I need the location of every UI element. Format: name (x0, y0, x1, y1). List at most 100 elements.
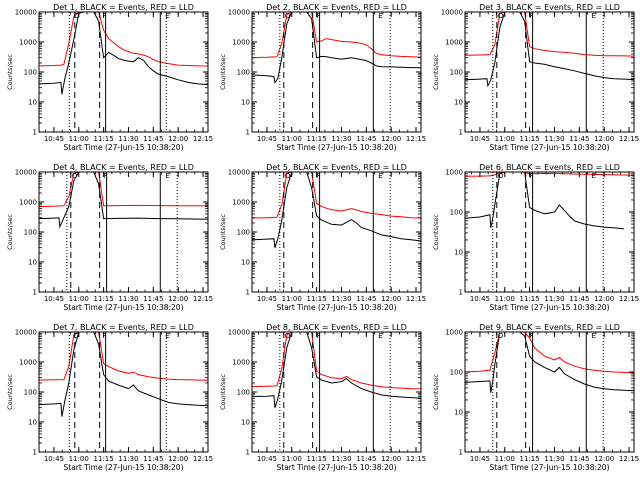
panel-title: Det 1, BLACK = Events, RED = LLD (53, 3, 194, 12)
y-tick-label: 10 (241, 259, 250, 267)
y-tick-label: 1000 (445, 39, 463, 47)
event-marker-label: O (498, 12, 504, 20)
event-marker-label: F (530, 12, 534, 20)
panel-title: Det 4, BLACK = Events, RED = LLD (53, 163, 194, 172)
x-tick-label: 11:00 (282, 135, 302, 143)
y-tick-label: 10 (454, 249, 463, 257)
y-tick-label: 1 (459, 449, 463, 457)
event-marker-label: E (165, 172, 169, 180)
event-marker-label: O (72, 172, 78, 180)
x-tick-label: 11:00 (495, 295, 515, 303)
event-marker-label: F (103, 332, 107, 340)
events-series-line (39, 172, 208, 229)
x-axis-label: Start Time (27-Jun-15 10:38:20) (490, 143, 610, 152)
plot-frame (464, 331, 635, 453)
event-marker-label: O (285, 332, 291, 340)
event-marker-label: O (74, 332, 80, 340)
event-marker-label: E (591, 332, 595, 340)
x-tick-label: 11:00 (69, 135, 89, 143)
y-tick-label: 1000 (19, 359, 37, 367)
x-tick-label: 12:15 (406, 455, 426, 463)
x-tick-label: 12:15 (406, 295, 426, 303)
x-tick-label: 11:30 (331, 135, 351, 143)
event-marker-label: F (104, 172, 108, 180)
plot-frame (464, 171, 635, 293)
event-marker-label: O (285, 12, 291, 20)
y-tick-label: 100 (450, 69, 463, 77)
x-axis-label: Start Time (27-Jun-15 10:38:20) (277, 463, 397, 472)
x-tick-label: 12:00 (381, 135, 401, 143)
y-tick-label: 10000 (228, 9, 250, 17)
x-tick-label: 12:15 (619, 295, 639, 303)
event-marker-label: E (378, 12, 382, 20)
panel-title: Det 7, BLACK = Events, RED = LLD (53, 323, 194, 332)
y-tick-label: 1 (246, 289, 250, 297)
x-tick-label: 11:15 (307, 295, 327, 303)
x-tick-label: 11:45 (356, 135, 376, 143)
x-tick-label: 12:15 (406, 135, 426, 143)
events-series-line (252, 12, 421, 84)
y-axis-label: Counts/sec (6, 54, 14, 90)
event-marker-label: F (530, 332, 534, 340)
events-series-line (465, 172, 625, 230)
x-tick-label: 12:15 (193, 135, 213, 143)
x-tick-label: 12:00 (381, 295, 401, 303)
y-tick-label: 1000 (445, 169, 463, 177)
y-tick-label: 10 (28, 419, 37, 427)
x-tick-label: 11:30 (544, 455, 564, 463)
event-marker-label: O (498, 172, 504, 180)
y-tick-label: 1 (33, 449, 37, 457)
y-tick-label: 10 (454, 99, 463, 107)
y-tick-label: 100 (24, 389, 37, 397)
y-tick-label: 100 (237, 389, 250, 397)
y-tick-label: 10 (241, 419, 250, 427)
y-tick-label: 10000 (441, 9, 463, 17)
y-tick-label: 10 (241, 99, 250, 107)
x-tick-label: 11:30 (118, 135, 138, 143)
y-tick-label: 1 (33, 289, 37, 297)
y-axis-label: Counts/sec (6, 214, 14, 250)
x-tick-label: 12:15 (619, 455, 639, 463)
x-tick-label: 12:00 (594, 455, 614, 463)
y-axis-label: Counts/sec (432, 54, 440, 90)
lld-series-line (39, 12, 208, 67)
event-marker-label: E (165, 12, 169, 20)
event-marker-label: O (74, 12, 80, 20)
event-marker-label: F (317, 172, 321, 180)
event-marker-label: F (103, 12, 107, 20)
x-tick-label: 10:45 (257, 135, 277, 143)
y-tick-label: 1 (459, 289, 463, 297)
event-marker-label: E (165, 332, 169, 340)
x-tick-label: 11:15 (307, 455, 327, 463)
y-tick-label: 1 (246, 129, 250, 137)
panel-title: Det 2, BLACK = Events, RED = LLD (266, 3, 407, 12)
panel-title: Det 6, BLACK = Events, RED = LLD (479, 163, 620, 172)
x-tick-label: 11:45 (356, 295, 376, 303)
x-axis-label: Start Time (27-Jun-15 10:38:20) (490, 463, 610, 472)
y-tick-label: 100 (24, 69, 37, 77)
x-tick-label: 11:30 (118, 455, 138, 463)
y-axis-label: Counts/sec (219, 374, 227, 410)
x-axis-label: Start Time (27-Jun-15 10:38:20) (64, 143, 184, 152)
y-tick-label: 1000 (19, 39, 37, 47)
event-marker-label: F (317, 12, 321, 20)
y-tick-label: 100 (237, 229, 250, 237)
x-tick-label: 10:45 (44, 135, 64, 143)
x-tick-label: 11:45 (143, 455, 163, 463)
lld-series-line (252, 12, 421, 59)
x-axis-label: Start Time (27-Jun-15 10:38:20) (64, 463, 184, 472)
y-tick-label: 10000 (15, 329, 37, 337)
y-tick-label: 100 (450, 369, 463, 377)
x-tick-label: 12:00 (594, 295, 614, 303)
y-tick-label: 10000 (228, 329, 250, 337)
x-tick-label: 12:00 (168, 455, 188, 463)
y-tick-label: 100 (237, 69, 250, 77)
x-tick-label: 10:45 (470, 135, 490, 143)
event-marker-label: O (285, 172, 291, 180)
x-tick-label: 11:45 (356, 455, 376, 463)
